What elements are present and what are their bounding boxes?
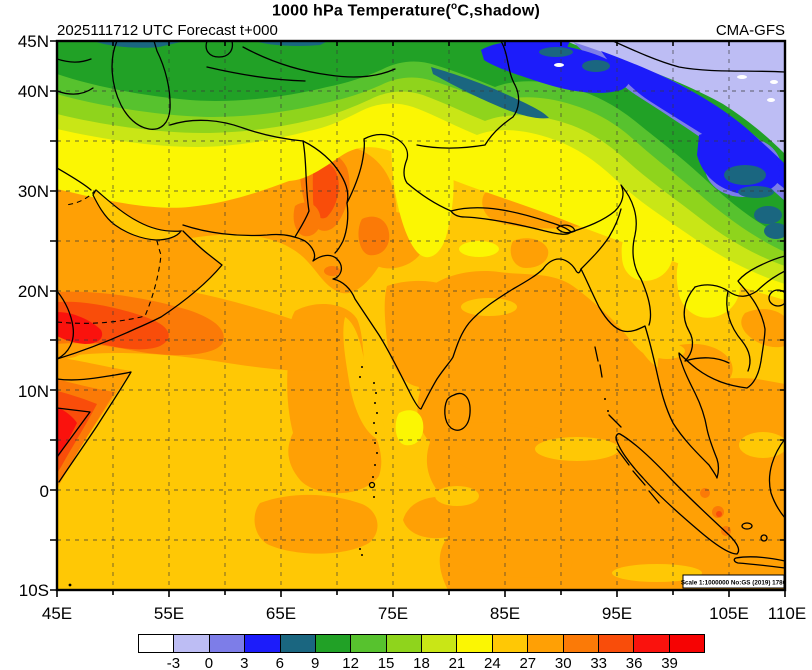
lon-label-105e: 105E (709, 604, 749, 623)
scale-note-text: Scale 1:1000000 No:GS (2019) 1786 (681, 580, 787, 587)
map-frame-and-ticks (50, 39, 787, 597)
coastlines (57, 41, 785, 569)
model-label: CMA-GFS (715, 22, 785, 39)
lat-label-40n: 40N (18, 82, 49, 101)
lon-label-65e: 65E (266, 604, 296, 623)
lon-label-55e: 55E (154, 604, 184, 623)
page-title: 1000 hPa Temperature(oC,shadow) (0, 1, 812, 20)
colorbar-label: 6 (275, 655, 284, 670)
colorbar-label: 21 (448, 655, 466, 670)
lat-label-0: 0 (40, 482, 49, 501)
cold-sector (93, 41, 785, 239)
colorbar-label: 9 (311, 655, 320, 670)
colorbar-cell (421, 635, 457, 652)
lat-label-20n: 20N (18, 282, 49, 301)
colorbar-label: 39 (661, 655, 678, 670)
colorbar-label: 3 (240, 655, 249, 670)
title-suffix: C,shadow) (457, 2, 541, 20)
colorbar-label: 15 (377, 655, 395, 670)
hot-cores (57, 150, 731, 536)
persian-gulf (92, 189, 183, 241)
colorbar-cell (279, 635, 315, 652)
colorbar-label: -3 (166, 655, 181, 670)
colorbar-cell (314, 635, 351, 652)
colorbar-cell (385, 635, 421, 652)
colorbar-cell (208, 635, 245, 652)
temperature-field: Scale 1:1000000 No:GS (2019) 1786 (57, 41, 787, 590)
title-text: 1000 hPa Temperature( (271, 2, 452, 20)
colorbar-cell (491, 635, 528, 652)
colorbar-cell (350, 635, 386, 652)
x-axis-labels: 45E 55E 65E 75E 85E 95E 105E 110E (42, 604, 806, 623)
colorbar-label: 33 (590, 655, 608, 670)
run-label: 2025111712 UTC Forecast t+000 (57, 22, 278, 39)
subtitle-row: 2025111712 UTC Forecast t+000 CMA-GFS (57, 22, 785, 39)
graticule (57, 41, 785, 590)
colorbar-label: 24 (484, 655, 501, 670)
colorbar-label: 0 (204, 655, 214, 670)
colorbar-cell (456, 635, 492, 652)
colorbar (138, 634, 705, 653)
colorbar-label: 18 (413, 655, 430, 670)
degree-symbol: o (451, 1, 458, 12)
colorbar-label: 12 (342, 655, 359, 670)
country-borders (57, 41, 785, 372)
colorbar-cell (173, 635, 209, 652)
temperature-map: Scale 1:1000000 No:GS (2019) 1786 (50, 39, 787, 597)
lon-label-85e: 85E (490, 604, 520, 623)
y-axis-labels: 45N 40N 30N 20N 10N 0 10S (18, 32, 49, 600)
contour-line-triangle (57, 407, 91, 458)
scale-note-box: Scale 1:1000000 No:GS (2019) 1786 (681, 574, 787, 589)
colorbar-label: 36 (625, 655, 643, 670)
lat-label-45n: 45N (18, 32, 49, 51)
colorbar-cell (633, 635, 669, 652)
lon-label-110e: 110E (768, 604, 806, 623)
lat-label-10n: 10N (18, 382, 49, 401)
colorbar-cell (597, 635, 634, 652)
colorbar-cell (244, 635, 280, 652)
colorbar-cell (139, 635, 174, 652)
colorbar-label: 27 (519, 655, 537, 670)
colorbar-label: 30 (554, 655, 572, 670)
lon-label-75e: 75E (378, 604, 408, 623)
colorbar-labels: -3 0 3 6 9 12 15 18 21 24 27 30 33 36 39 (138, 655, 705, 670)
lon-label-95e: 95E (602, 604, 632, 623)
colorbar-cell (668, 635, 704, 652)
lat-label-30n: 30N (18, 182, 49, 201)
colorbar-cell (562, 635, 598, 652)
lon-label-45e: 45E (42, 604, 72, 623)
colorbar-cell (527, 635, 563, 652)
lat-label-10s: 10S (19, 581, 49, 600)
island-dots (68, 366, 609, 587)
